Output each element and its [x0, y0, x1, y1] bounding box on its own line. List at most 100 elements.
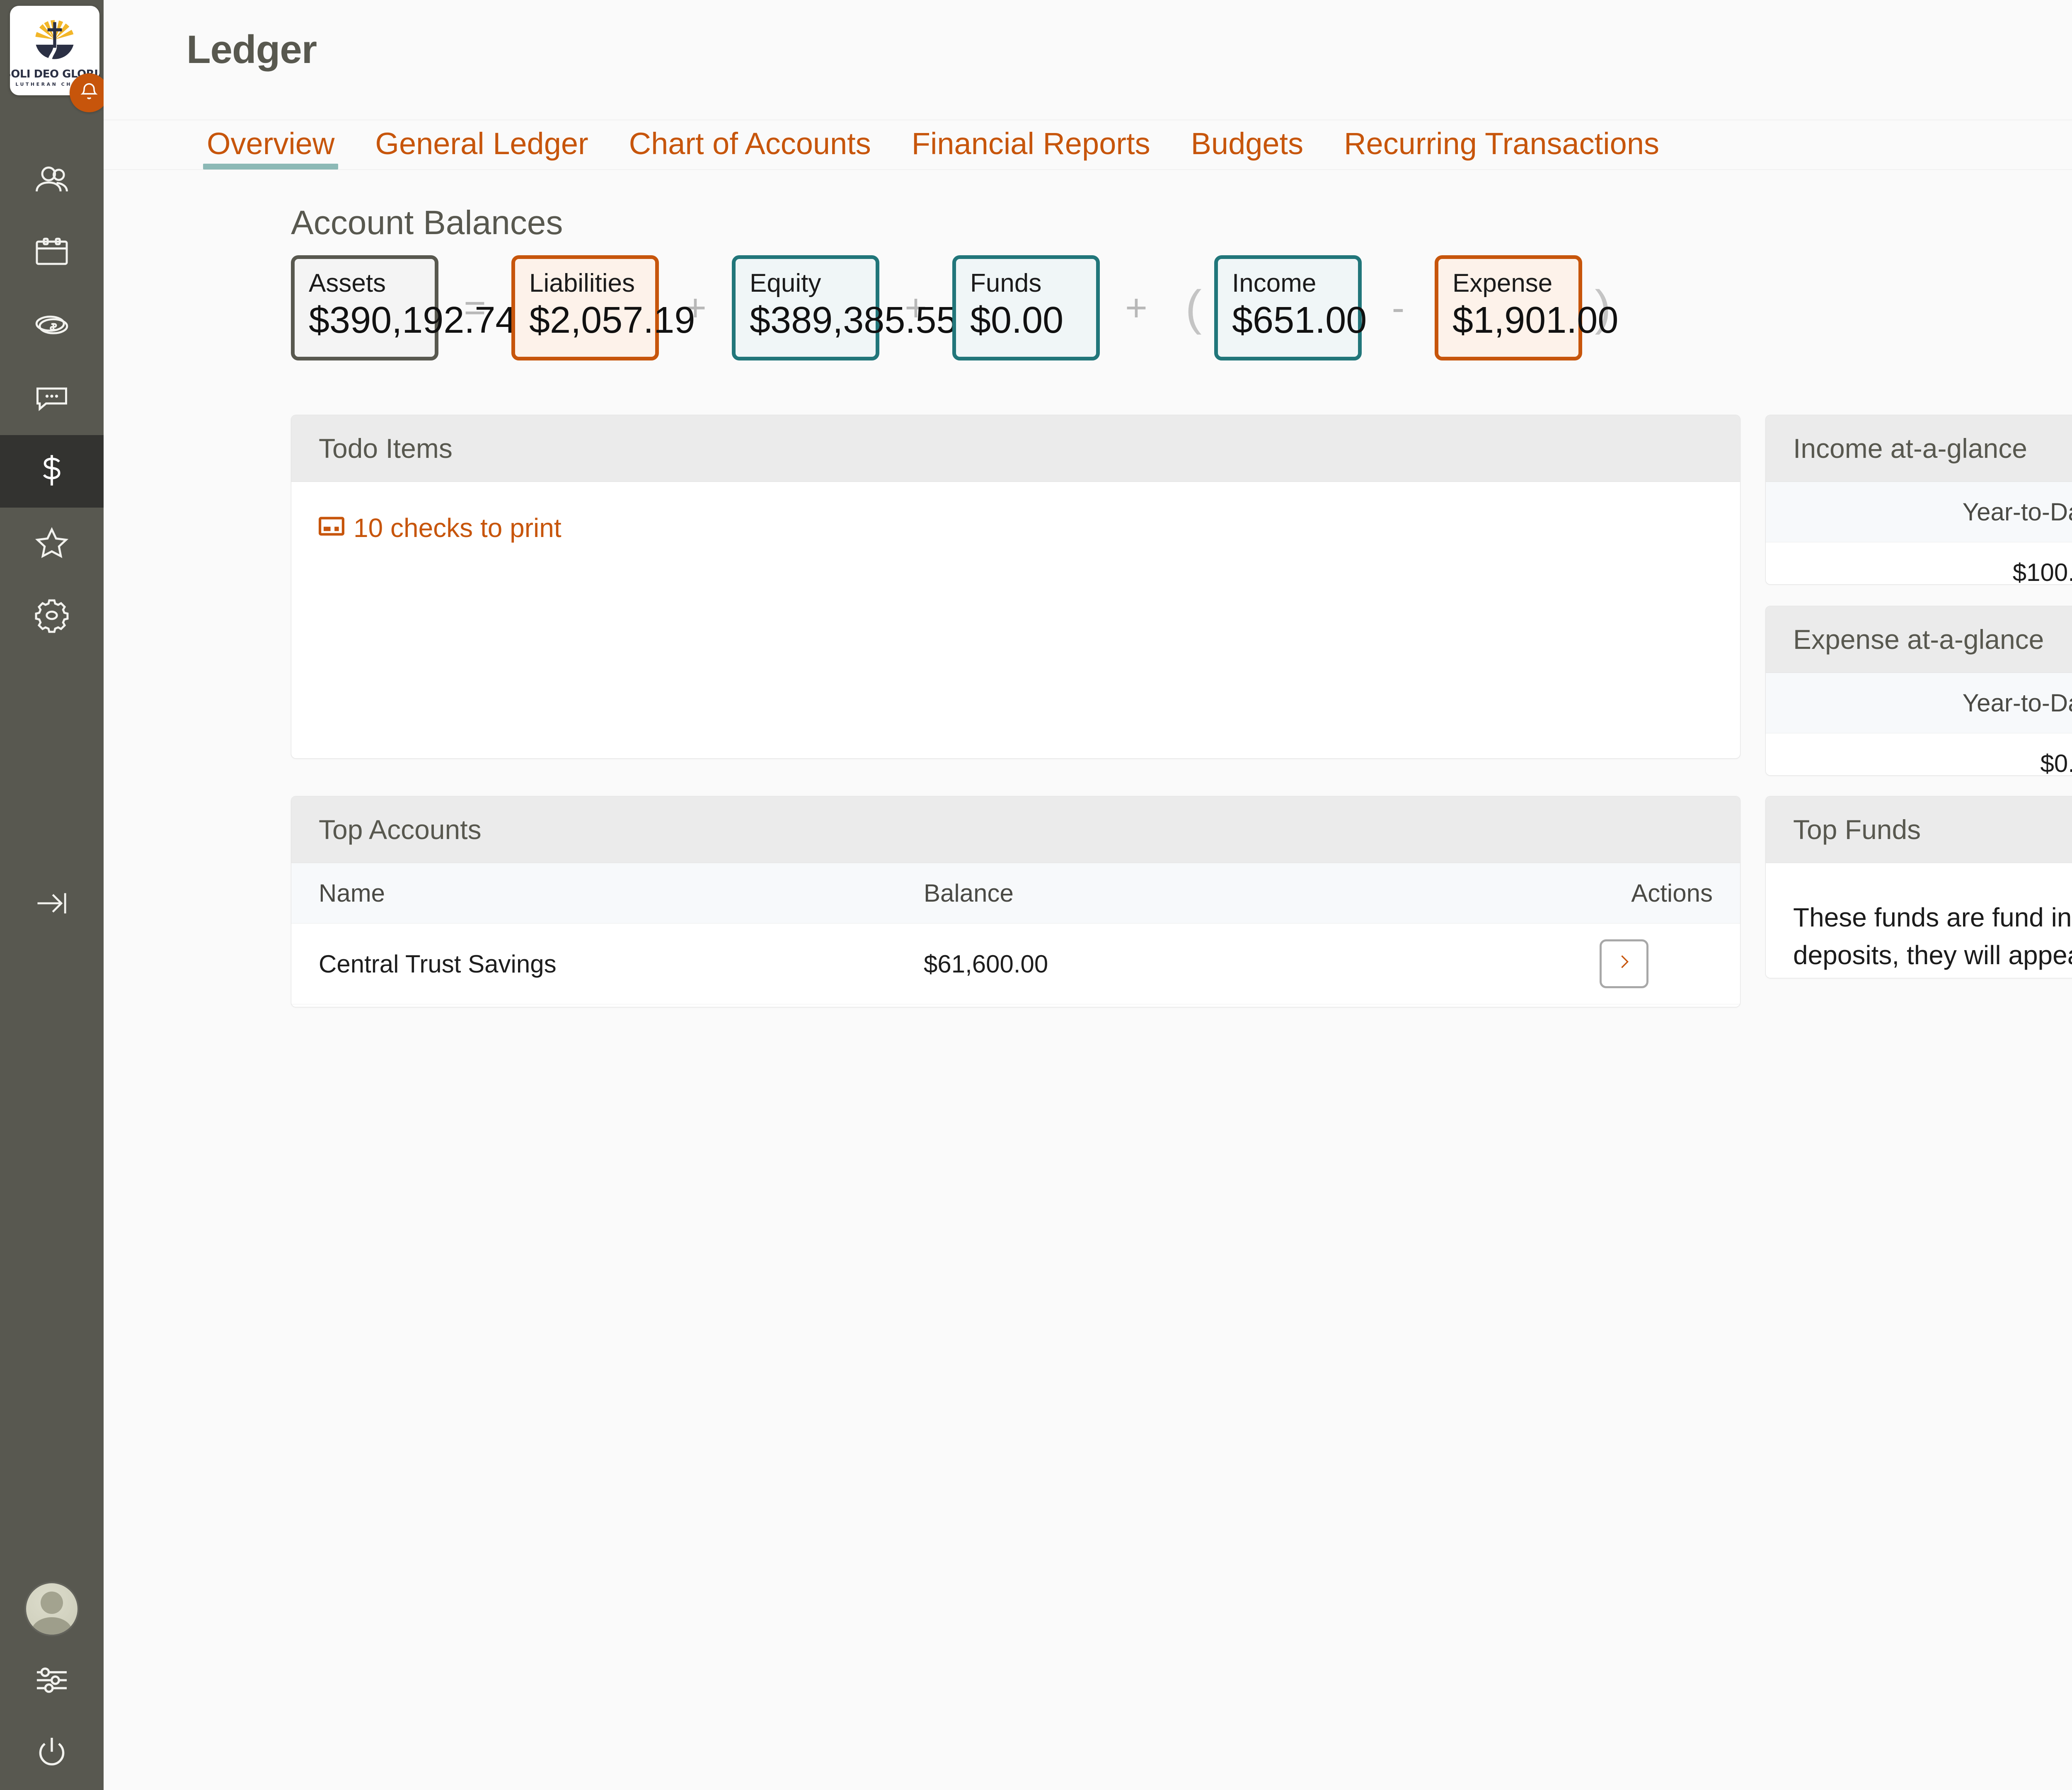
expense-at-a-glance-table: Year-to-Date Budgeted Ahead/(Behind) % o… — [1766, 673, 2072, 775]
table-row: Central Trust Savings $61,600.00 — [291, 923, 1740, 1004]
panel-title: Top Accounts — [291, 796, 1740, 863]
chevron-right-icon — [1613, 950, 1635, 978]
income-at-a-glance-table: Year-to-Date Budgeted Ahead/(Behind) % o… — [1766, 482, 2072, 584]
tab-general-ledger[interactable]: General Ledger — [375, 126, 588, 161]
tab-financial-reports[interactable]: Financial Reports — [911, 126, 1150, 161]
top-accounts-table-wrap: Name Balance Actions Central Trust Savin… — [291, 863, 1740, 1007]
sidebar-item-logout[interactable] — [0, 1717, 104, 1790]
people-icon — [33, 161, 71, 201]
balance-card-funds[interactable]: Funds $0.00 — [952, 255, 1100, 360]
sidebar-item-messages[interactable] — [0, 363, 104, 435]
balance-card-value: $0.00 — [970, 300, 1064, 341]
table-row: $100.00 $0.00 $100.00 0% — [1766, 542, 2072, 584]
table-header-row: Year-to-Date Budgeted Ahead/(Behind) % o… — [1766, 482, 2072, 542]
sidebar: SOLI DEO GLORIA LUTHERAN CHURCH — [0, 0, 109, 1790]
page-section-title: Account Balances — [291, 204, 563, 242]
sidebar-nav — [0, 145, 104, 941]
table-row: $0.00 $0.00 $0.00 0% — [1766, 733, 2072, 775]
cell-actions — [1508, 923, 1740, 1004]
column-header-name: Name — [291, 863, 896, 924]
expense-at-a-glance-panel: Expense at-a-glance Year-to-Date Budgete… — [1765, 606, 2072, 776]
sidebar-item-calendar[interactable] — [0, 218, 104, 290]
star-icon — [33, 524, 71, 564]
todo-items-panel: Todo Items 10 checks to print — [291, 415, 1740, 759]
bell-icon — [78, 81, 100, 105]
operator-plus-2: + — [905, 287, 927, 329]
column-header-ytd: Year-to-Date — [1766, 482, 2072, 542]
coins-icon — [33, 306, 71, 346]
org-logo[interactable]: SOLI DEO GLORIA LUTHERAN CHURCH — [10, 6, 99, 95]
cell-account-balance: $250.00 — [896, 1004, 1508, 1007]
todo-item-label: 10 checks to print — [353, 513, 562, 543]
table-header-row: Name Balance Actions — [291, 863, 1740, 924]
panel-title: Todo Items — [291, 415, 1740, 482]
operator-plus-3: + — [1125, 287, 1147, 329]
gear-icon — [33, 596, 71, 636]
avatar — [26, 1583, 77, 1635]
todo-item-checks-to-print[interactable]: 10 checks to print — [318, 513, 562, 543]
calendar-icon — [33, 234, 71, 274]
chat-bubble-icon — [33, 379, 71, 419]
top-accounts-panel: Top Accounts Name Balance Actions — [291, 796, 1740, 1007]
panel-title: Income at-a-glance — [1766, 415, 2072, 482]
column-header-balance: Balance — [896, 863, 1508, 924]
nav-spacer — [0, 653, 104, 868]
operator-minus: - — [1392, 287, 1405, 329]
sidebar-expand-toggle[interactable] — [0, 868, 104, 941]
panel-title: Top Funds — [1766, 796, 2072, 863]
balance-card-assets[interactable]: Assets $390,192.74 — [291, 255, 516, 360]
view-account-button[interactable] — [1600, 939, 1648, 988]
operator-close-paren: ) — [1595, 281, 1611, 335]
income-at-a-glance-panel: Income at-a-glance Year-to-Date Budgeted… — [1765, 415, 2072, 585]
balance-card-label: Equity — [750, 269, 821, 298]
sliders-icon — [33, 1661, 71, 1701]
balance-card-income[interactable]: Income $651.00 — [1214, 255, 1367, 360]
balance-card-value: $389,385.55 — [750, 300, 957, 341]
topbar: Ledger — [104, 0, 2072, 120]
balance-card-value: $1,901.00 — [1452, 300, 1619, 341]
income-table-wrap: Year-to-Date Budgeted Ahead/(Behind) % o… — [1766, 482, 2072, 584]
balance-card-equity[interactable]: Equity $389,385.55 — [732, 255, 957, 360]
balance-card-value: $651.00 — [1232, 300, 1367, 341]
tab-budgets[interactable]: Budgets — [1191, 126, 1304, 161]
operator-plus-1: + — [684, 287, 707, 329]
tab-bar: Overview General Ledger Chart of Account… — [104, 120, 2072, 170]
account-balances-equation: Assets $390,192.74 = Liabilities $2,057.… — [291, 255, 1624, 360]
cell-account-balance: $61,600.00 — [896, 923, 1508, 1004]
sidebar-item-preferences[interactable] — [0, 1645, 104, 1717]
operator-open-paren: ( — [1185, 281, 1202, 335]
sidebar-item-ledger[interactable] — [0, 435, 104, 508]
balance-card-label: Funds — [970, 269, 1042, 298]
tab-chart-of-accounts[interactable]: Chart of Accounts — [629, 126, 871, 161]
power-icon — [33, 1734, 71, 1774]
cell-account-name: Central Trust Savings — [291, 923, 896, 1004]
sidebar-bottom — [0, 1572, 104, 1790]
dollar-sign-icon — [33, 451, 71, 491]
balance-card-liabilities[interactable]: Liabilities $2,057.19 — [511, 255, 695, 360]
tab-recurring-transactions[interactable]: Recurring Transactions — [1344, 126, 1659, 161]
cell-account-name: Unrestricted (test) — [291, 1004, 896, 1007]
check-card-icon — [318, 513, 344, 543]
content-area: Account Balances Assets $390,192.74 = Li… — [104, 170, 2072, 1790]
balance-card-label: Liabilities — [529, 269, 635, 298]
main-area: Ledger — [104, 0, 2072, 1790]
top-funds-empty-note: These funds are fund income accounts wit… — [1793, 902, 2072, 970]
balance-card-expense[interactable]: Expense $1,901.00 — [1435, 255, 1618, 360]
sidebar-item-people[interactable] — [0, 145, 104, 218]
sidebar-item-giving[interactable] — [0, 290, 104, 363]
cell-ytd: $100.00 — [1766, 542, 2072, 584]
expense-table-wrap: Year-to-Date Budgeted Ahead/(Behind) % o… — [1766, 673, 2072, 775]
arrow-to-line-right-icon — [33, 884, 71, 924]
column-header-ytd: Year-to-Date — [1766, 673, 2072, 733]
tab-overview[interactable]: Overview — [186, 120, 355, 169]
cell-ytd: $0.00 — [1766, 733, 2072, 775]
notification-bell-badge[interactable] — [70, 73, 109, 112]
user-avatar[interactable] — [0, 1572, 104, 1645]
sidebar-item-favorites[interactable] — [0, 508, 104, 580]
sidebar-item-settings[interactable] — [0, 580, 104, 653]
balance-card-value: $390,192.74 — [309, 300, 516, 341]
column-header-actions: Actions — [1508, 863, 1740, 924]
church-sunrise-cross-logo-icon — [29, 15, 80, 66]
top-funds-body: These funds are fund income accounts wit… — [1766, 863, 2072, 978]
